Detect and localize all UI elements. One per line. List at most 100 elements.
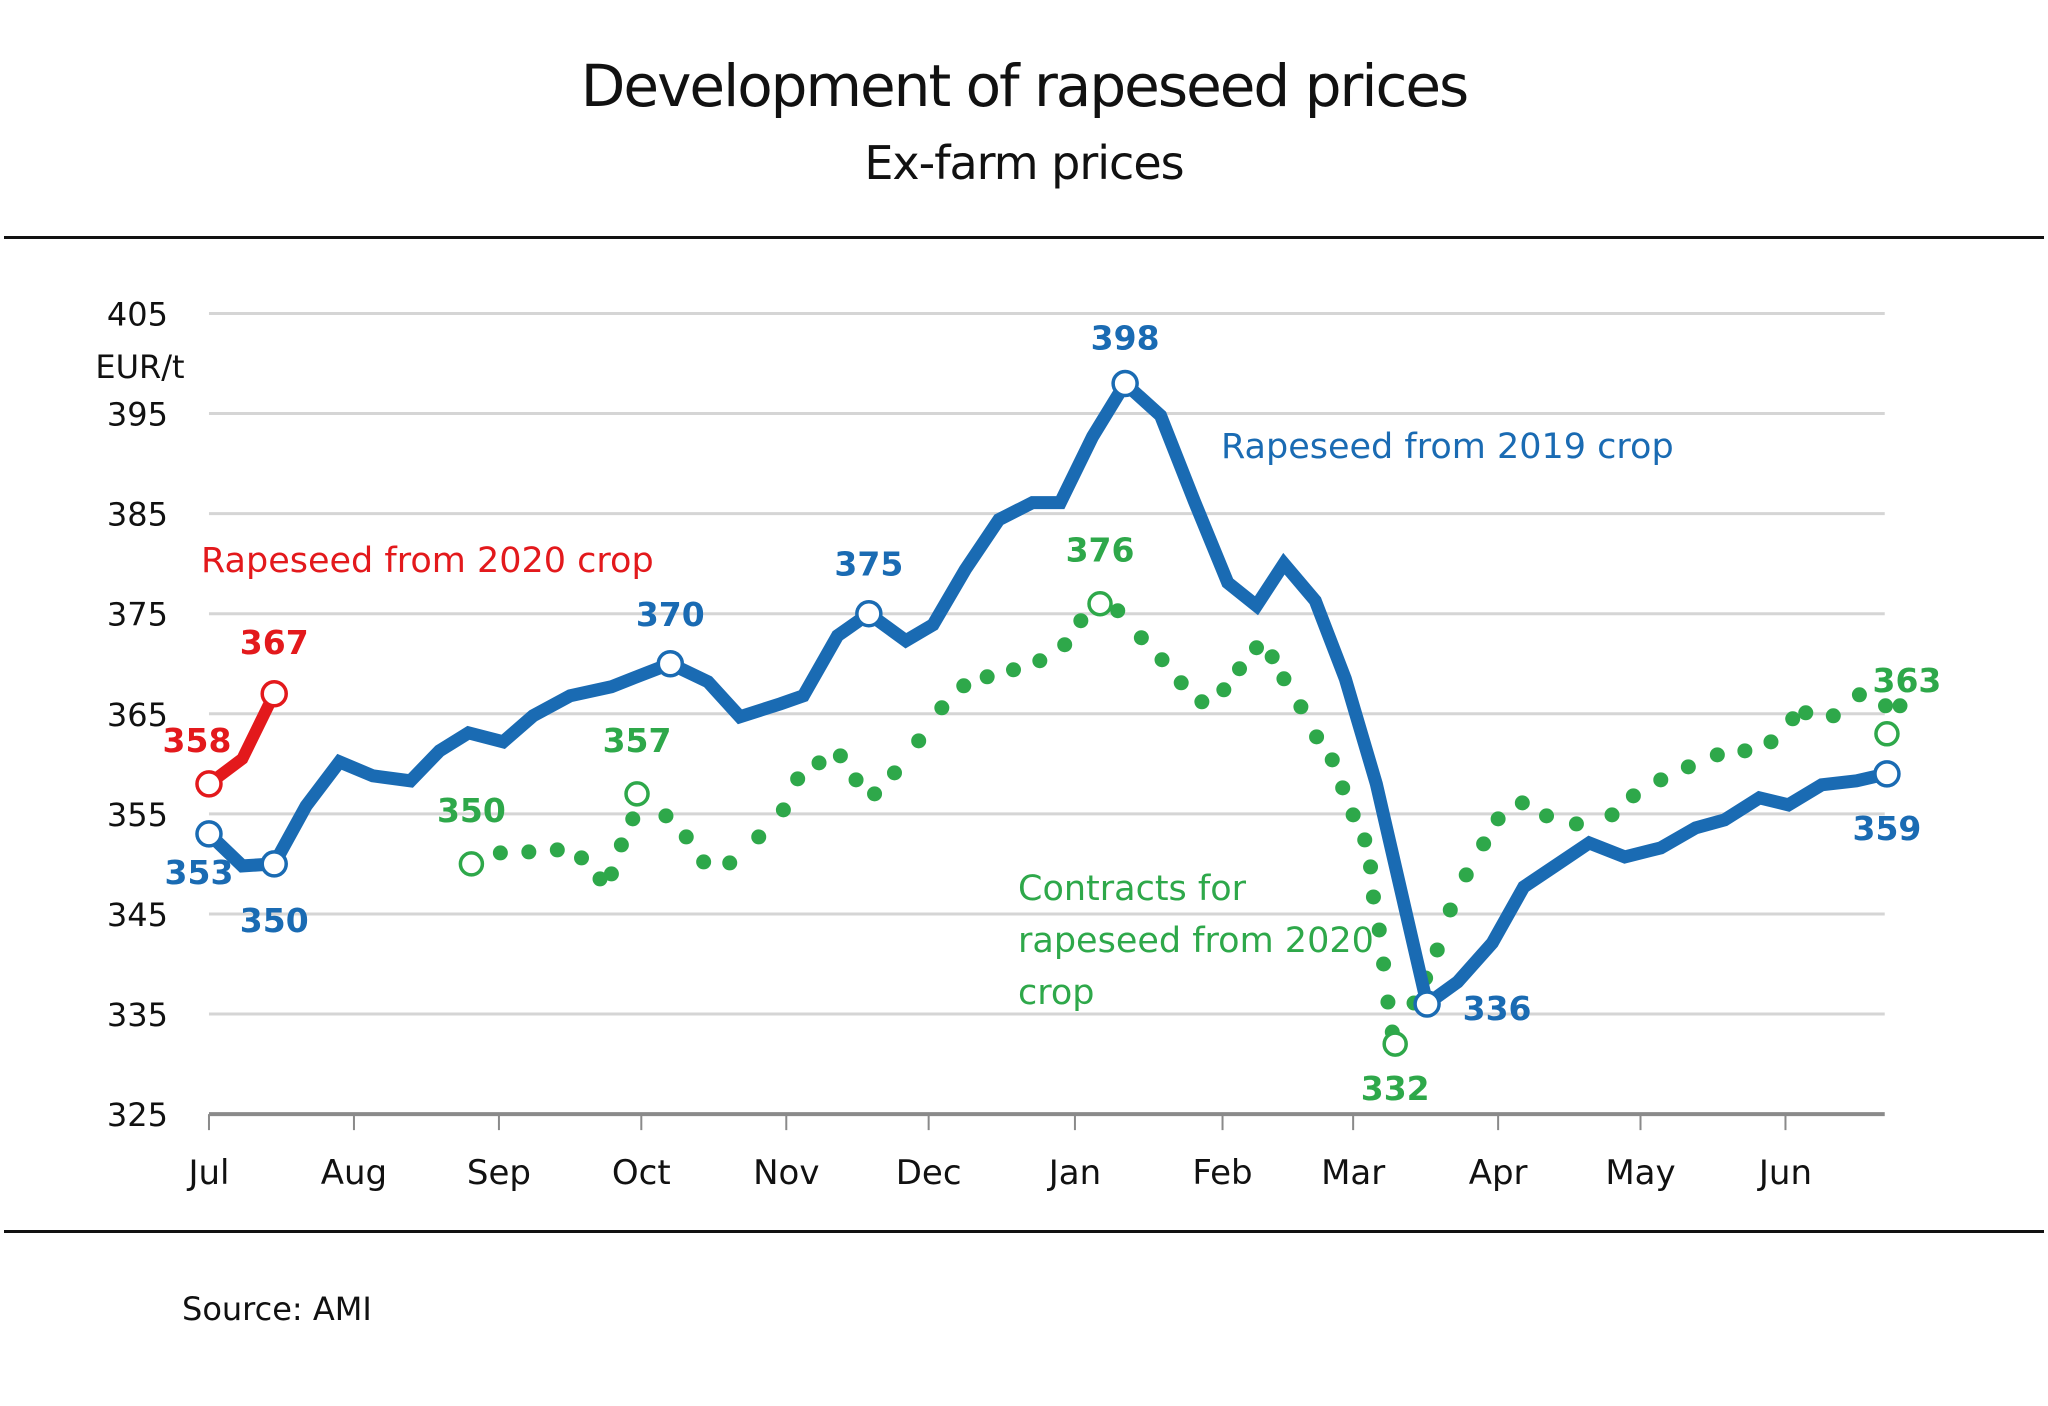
data-point-dot <box>1442 902 1458 918</box>
y-tick-label: 325 <box>107 1096 168 1134</box>
data-point-dot <box>1429 942 1445 958</box>
data-point-dot <box>1363 859 1379 875</box>
series-line <box>205 691 280 789</box>
data-point-dot <box>1005 662 1021 678</box>
highlight-marker <box>1413 990 1441 1018</box>
y-tick-label: 405 <box>107 295 168 333</box>
top-divider <box>4 236 2044 239</box>
data-label: 370 <box>636 595 705 634</box>
data-point-dot <box>1625 788 1641 804</box>
data-label: 350 <box>437 791 506 830</box>
data-point-dot <box>1232 661 1248 677</box>
data-point-dot <box>658 808 674 824</box>
data-point-dot <box>1335 780 1351 796</box>
data-point-dot <box>1276 671 1292 687</box>
data-point-dot <box>1248 640 1264 656</box>
data-label: 353 <box>165 853 234 892</box>
data-point-dot <box>832 748 848 764</box>
data-point-dot <box>1133 630 1149 646</box>
highlight-marker <box>260 680 288 708</box>
gridlines <box>208 311 1885 1016</box>
data-point-dot <box>678 829 694 845</box>
highlight-marker <box>1873 760 1901 788</box>
highlight-marker <box>458 851 485 877</box>
series-red <box>195 680 288 798</box>
data-point-dot <box>1154 652 1170 668</box>
data-label: 336 <box>1463 989 1532 1028</box>
data-point-dot <box>696 854 712 870</box>
data-point-dot <box>1357 832 1373 848</box>
data-point-dot <box>1365 889 1381 905</box>
data-point-dot <box>1264 649 1280 665</box>
source-note: Source: AMI <box>182 1290 372 1328</box>
data-point-dot <box>1216 682 1232 698</box>
data-point-dot <box>1490 811 1506 827</box>
y-tick-label: 335 <box>107 996 168 1034</box>
x-tick-label: Feb <box>1192 1153 1252 1193</box>
data-point-dot <box>1763 734 1779 750</box>
highlight-marker <box>260 850 288 878</box>
y-tick-label: 375 <box>107 596 168 634</box>
x-tick-label: Jul <box>186 1153 229 1193</box>
y-tick-label: 385 <box>107 496 168 534</box>
data-point-dot <box>574 850 590 866</box>
data-point-dot <box>775 802 791 818</box>
data-label: 350 <box>240 901 309 940</box>
data-point-dot <box>1539 808 1555 824</box>
data-point-dot <box>592 871 608 887</box>
data-point-dot <box>1878 698 1894 714</box>
legend-label-contracts: Contracts for rapeseed from 2020 crop <box>1018 869 1374 1013</box>
data-point-dot <box>1604 807 1620 823</box>
x-tick-label: Oct <box>612 1153 671 1193</box>
data-point-dot <box>1680 759 1696 775</box>
data-point-dot <box>1568 816 1584 832</box>
y-tick-label: 365 <box>107 696 168 734</box>
data-point-dot <box>751 829 767 845</box>
data-labels: 3503573763323633533503703753983363593583… <box>163 319 1942 1109</box>
data-point-dot <box>1653 772 1669 788</box>
data-point-dot <box>1309 729 1325 745</box>
data-point-dot <box>492 845 508 861</box>
data-point-dot <box>1324 752 1340 768</box>
x-tick-label: Sep <box>467 1153 531 1193</box>
series-blue <box>195 369 1901 1018</box>
data-point-dot <box>1345 807 1361 823</box>
data-point-dot <box>886 765 902 781</box>
x-tick-label: Apr <box>1469 1153 1528 1193</box>
data-point-dot <box>1376 956 1392 972</box>
y-tick-label: 345 <box>107 896 168 934</box>
data-point-dot <box>1293 699 1309 715</box>
data-point-dot <box>790 771 806 787</box>
data-point-dot <box>811 755 827 771</box>
data-label: 358 <box>163 721 232 760</box>
data-point-dot <box>549 842 565 858</box>
series-layer <box>195 369 1908 1057</box>
data-point-dot <box>1458 867 1474 883</box>
data-label: 357 <box>603 721 672 760</box>
x-tick-label: Dec <box>896 1153 962 1193</box>
x-tick-label: Nov <box>753 1153 819 1193</box>
chart-subtitle: Ex-farm prices <box>864 136 1184 190</box>
y-tick-label: 355 <box>107 796 168 834</box>
data-point-dot <box>1825 708 1841 724</box>
data-point-dot <box>722 855 738 871</box>
data-point-dot <box>625 811 641 827</box>
y-axis-unit: EUR/t <box>95 348 184 386</box>
data-point-dot <box>613 837 629 853</box>
series-line <box>204 373 1889 1016</box>
data-label: 359 <box>1853 809 1922 848</box>
data-point-dot <box>603 866 619 882</box>
series-green <box>458 590 1908 1057</box>
data-point-dot <box>1476 836 1492 852</box>
data-label: 398 <box>1091 319 1160 358</box>
highlight-marker <box>656 650 685 678</box>
data-point-dot <box>867 786 883 802</box>
data-point-dot <box>934 700 950 716</box>
data-point-dot <box>979 669 995 685</box>
data-point-dot <box>521 844 537 860</box>
data-point-dot <box>1173 675 1189 691</box>
x-tick-label: Mar <box>1321 1153 1385 1193</box>
x-tick-label: May <box>1605 1153 1675 1193</box>
x-tick-label: Jun <box>1757 1153 1812 1193</box>
y-tick-label: 395 <box>107 396 168 434</box>
